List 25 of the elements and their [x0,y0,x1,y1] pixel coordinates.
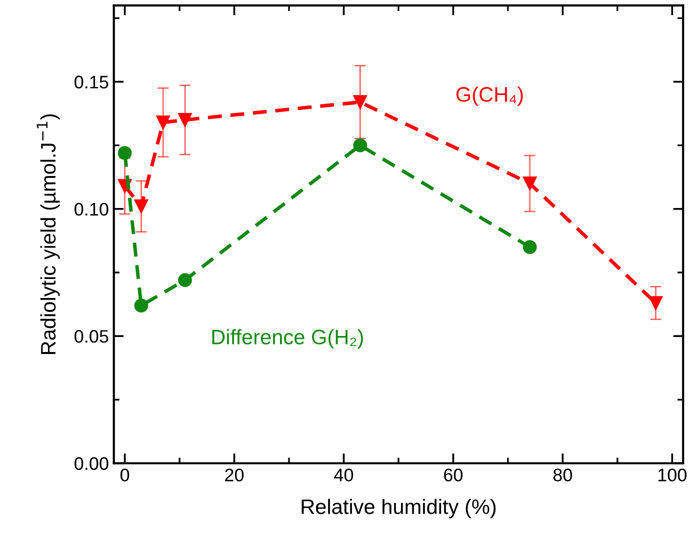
point [353,95,368,110]
y-tick-label: 0.05 [74,330,108,343]
x-tick-label: 100 [658,468,687,482]
point [648,296,663,310]
text: Difference G(H₂) [212,329,363,349]
x-tick-label: 0 [120,468,130,482]
point [522,176,537,190]
point [178,112,192,127]
y-axis-title: Radiolytic yield (µmol.J$^{−1}$) [36,114,60,354]
y-tick-label: 0.00 [74,457,108,470]
point [522,240,537,254]
y-tick-label: 0.10 [74,202,108,216]
x-axis-title: Relative humidity (%) [302,498,496,518]
y-tick-label: 0.15 [74,76,108,88]
x-tick-label: 40 [334,468,354,482]
series-label: G(CH₄) [456,86,523,106]
point [178,273,192,288]
x-tick-label: 80 [553,468,572,482]
point [353,138,368,152]
x-tick-label: 60 [444,468,463,482]
point [134,199,148,214]
x-tick-label: 20 [225,468,244,482]
point [118,146,132,160]
point [156,116,170,130]
point [134,298,148,313]
